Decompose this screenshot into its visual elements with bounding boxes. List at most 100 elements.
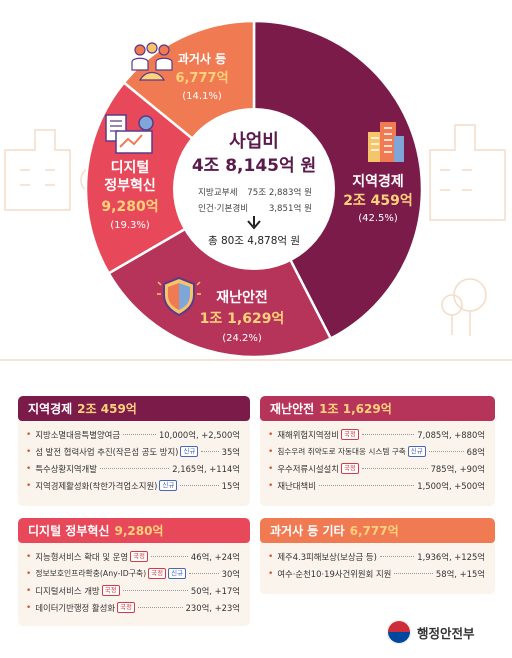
item-name: 지역경제활성화(착한가격업소지원) <box>35 480 158 491</box>
item-name: 침수우려 취약도로 자동대응 시스템 구축 <box>277 447 406 456</box>
item-name: 재해위험지역정비 <box>277 429 339 440</box>
card-amount: 2조 459억 <box>77 402 137 416</box>
item-name: 지방소멸대응특별양여금 <box>35 429 121 440</box>
slice-label-past-history: 과거사 등 <box>178 51 226 66</box>
arrow-down-icon <box>247 216 261 230</box>
card-header: 재난안전 1조 1,629억 <box>260 396 495 421</box>
item-value: 50억, +17억 <box>190 585 240 596</box>
national-task-badge: 국정 <box>148 568 167 579</box>
new-badge: 신규 <box>407 446 426 457</box>
item-value: 35억 <box>221 446 240 457</box>
item-name: 재난대책비 <box>277 480 316 491</box>
card-title: 디지털 정부혁신 <box>28 524 110 538</box>
new-badge: 신규 <box>180 446 199 457</box>
center-sub-label-1: 인건·기본경비 <box>198 202 248 214</box>
item-value: 68억 <box>466 446 485 457</box>
government-emblem-icon <box>386 619 412 645</box>
skyline-decoration <box>0 124 512 361</box>
national-task-badge: 국정 <box>340 429 359 440</box>
new-badge: 신규 <box>159 480 178 491</box>
list-item: 제주4.3피해보상(보상금 등) 1,936억, +125억 <box>268 548 485 565</box>
center-title: 사업비 <box>229 131 279 152</box>
center-sub-value-1: 3,851억 원 <box>269 202 312 214</box>
center-grand-total: 총 80조 4,878억 원 <box>208 235 300 247</box>
item-value: 785억, +90억 <box>430 463 485 474</box>
item-name: 섬 발전 협력사업 추진(작은섬 공도 방지) <box>35 446 179 457</box>
center-sub-value-0: 75조 2,883억 원 <box>247 186 312 198</box>
item-name: 제주4.3피해보상(보상금 등) <box>277 551 377 562</box>
item-value: 1,936억, +125억 <box>417 551 485 562</box>
center-sub-label-0: 지방교부세 <box>198 187 238 198</box>
item-name: 데이터기반행정 활성화 <box>35 602 116 613</box>
national-task-badge: 국정 <box>117 602 135 613</box>
digital-devices-icon <box>105 114 154 154</box>
item-value: 7,085억, +880억 <box>417 429 485 440</box>
item-name: 디지털서비스 개방 <box>35 585 100 596</box>
item-name: 지능형서비스 확대 및 운영 <box>35 551 129 562</box>
card-past-history: 과거사 등 기타 6,777억 제주4.3피해보상(보상금 등) 1,936억, +… <box>260 518 495 594</box>
slice-amount-digital: 9,280억 <box>101 199 158 215</box>
ministry-name: 행정안전부 <box>417 625 475 641</box>
item-value: 230억, +23억 <box>185 602 240 613</box>
card-header: 지역경제 2조 459억 <box>18 396 250 421</box>
item-value: 58억, +15억 <box>435 568 485 579</box>
card-amount: 1조 1,629억 <box>319 402 392 416</box>
card-header: 디지털 정부혁신 9,280억 <box>18 518 250 543</box>
item-value: 2,165억, +114억 <box>172 463 240 474</box>
slice-label-disaster-safety: 재난안전 <box>216 289 268 306</box>
people-icon <box>131 42 173 81</box>
national-task-badge: 국정 <box>101 585 120 596</box>
shield-icon <box>157 276 201 317</box>
item-value: 15억 <box>221 480 240 491</box>
list-item: 지방소멸대응특별양여금 10,000억, +2,500억 <box>26 426 240 443</box>
item-name: 특수상황지역개발 <box>35 463 97 474</box>
list-item: 여수·순천10·19사건위원회 지원 58억, +15억 <box>268 565 485 582</box>
card-amount: 9,280억 <box>114 524 164 538</box>
center-total: 4조 8,145억 원 <box>192 156 316 176</box>
slice-label-digital-line2: 정부혁신 <box>104 177 156 194</box>
item-name: 여수·순천10·19사건위원회 지원 <box>277 568 392 579</box>
building-icon <box>368 122 404 162</box>
slice-percent-digital: (19.3%) <box>110 220 150 231</box>
list-item: 특수상황지역개발 2,165억, +114억 <box>26 460 240 477</box>
list-item: 지역경제활성화(착한가격업소지원)신규 15억 <box>26 477 240 494</box>
card-amount: 6,777억 <box>349 524 399 538</box>
slice-amount-disaster-safety: 1조 1,629억 <box>200 311 285 327</box>
budget-pie-chart: 사업비 4조 8,145억 원 지방교부세 75조 2,883억 원 인건·기본… <box>0 19 512 361</box>
card-header: 과거사 등 기타 6,777억 <box>260 518 495 543</box>
national-task-badge: 국정 <box>340 463 359 474</box>
card-title: 지역경제 <box>28 402 73 416</box>
card-title: 과거사 등 기타 <box>270 524 345 538</box>
slice-percent-regional-economy: (42.5%) <box>358 213 398 224</box>
slice-amount-past-history: 6,777억 <box>175 71 228 86</box>
item-name: 정보보호인프라확충(Any-ID구축) <box>35 569 147 578</box>
item-value: 1,500억, +500억 <box>417 480 485 491</box>
slice-amount-regional-economy: 2조 459억 <box>343 193 413 209</box>
new-badge: 신규 <box>168 568 187 579</box>
item-value: 10,000억, +2,500억 <box>158 429 240 440</box>
slice-label-digital-line1: 디지털 <box>111 159 150 176</box>
list-item: 섬 발전 협력사업 추진(작은섬 공도 방지)신규 35억 <box>26 443 240 460</box>
item-name: 우수저류시설설치 <box>277 463 339 474</box>
slice-percent-past-history: (14.1%) <box>182 91 222 102</box>
pie-center-hole <box>173 108 335 270</box>
pie-slice-regional-economy <box>252 19 424 341</box>
card-title: 재난안전 <box>270 402 315 416</box>
national-task-badge: 국정 <box>130 551 149 562</box>
list-item: 재난대책비 1,500억, +500억 <box>268 477 485 494</box>
slice-label-regional-economy: 지역경제 <box>352 173 404 190</box>
ministry-logo: 행정안전부 <box>386 619 475 645</box>
item-value: 46억, +24억 <box>190 551 240 562</box>
slice-percent-disaster-safety: (24.2%) <box>222 333 262 344</box>
item-value: 30억 <box>221 568 240 579</box>
